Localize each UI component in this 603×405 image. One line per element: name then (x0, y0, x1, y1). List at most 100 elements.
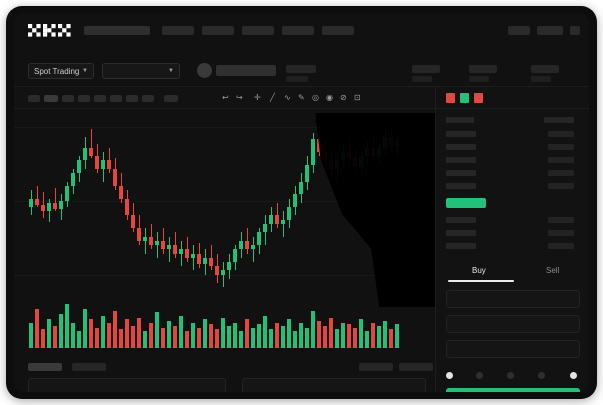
orderbook-bid-row[interactable] (446, 217, 476, 223)
candle-body (53, 202, 57, 210)
wave-icon[interactable]: ∿ (284, 93, 291, 102)
undo-icon[interactable]: ↩ (222, 93, 229, 102)
trash-icon[interactable]: ⊡ (354, 93, 361, 102)
candle-body (173, 245, 177, 254)
percent-dot-75[interactable] (538, 372, 545, 379)
candle-body (137, 228, 141, 241)
orderbook-both-icon[interactable] (446, 93, 455, 103)
orderbook-bid-row[interactable] (446, 230, 476, 236)
timeframe-1h[interactable]: 1H (78, 95, 90, 102)
pair-select[interactable]: ▼ (102, 63, 180, 79)
nav-item-more[interactable] (322, 26, 354, 35)
chevron-down-icon: ▼ (82, 68, 88, 74)
trendline-icon[interactable]: ╱ (270, 93, 275, 102)
candle-wick (54, 187, 56, 212)
candle-body (119, 185, 123, 199)
percent-dot-100[interactable] (570, 372, 577, 379)
volume-bar (245, 319, 249, 348)
orderbook-ask-row[interactable] (446, 157, 476, 163)
orderbook-last-price (446, 198, 486, 208)
volume-bar (287, 319, 291, 348)
nav-item-earn[interactable]: Earn (282, 26, 314, 35)
percent-dot-0[interactable] (446, 372, 453, 379)
tab-order-history[interactable]: Order History (72, 363, 106, 371)
tab-open-orders[interactable]: Open Orders (28, 363, 62, 371)
volume-bar (233, 322, 237, 348)
volume-pane (28, 302, 400, 348)
price-chart[interactable] (14, 109, 435, 356)
tab-sell[interactable]: Sell (546, 266, 560, 275)
order-summary-panel-left[interactable] (28, 378, 226, 392)
volume-bar (239, 331, 243, 348)
timeframe-5m[interactable]: 5m (44, 95, 58, 102)
order-total-input[interactable] (446, 340, 580, 358)
volume-bar (59, 314, 63, 348)
nav-item-trade[interactable]: Trade (202, 26, 234, 35)
timeframe-1d[interactable]: 1D (110, 95, 122, 102)
volume-bar (95, 327, 99, 348)
pencil-icon[interactable]: ✎ (298, 93, 305, 102)
nav-search-box[interactable]: Buy Crypto (84, 26, 150, 35)
chart-gridline (14, 275, 435, 276)
submit-buy-button[interactable] (446, 388, 580, 392)
lock-icon[interactable]: ⊘ (340, 93, 347, 102)
candle-body (269, 215, 273, 224)
okx-logo[interactable] (28, 23, 74, 37)
candle-wick (180, 240, 182, 267)
tab-buy[interactable]: Buy (472, 266, 486, 275)
tab-settings[interactable]: Settings (399, 363, 433, 371)
volume-bar (113, 310, 117, 348)
indicators-button[interactable] (164, 95, 178, 102)
volume-bar (365, 331, 369, 348)
chart-type-toggle[interactable] (142, 95, 154, 102)
trading-mode-select[interactable]: Spot Trading ▼ (28, 63, 94, 79)
volume-bar (341, 322, 345, 348)
percent-slider[interactable] (446, 372, 580, 382)
nav-item-markets[interactable]: Markets (162, 26, 194, 35)
order-amount-input[interactable] (446, 315, 580, 333)
orderbook-ask-row[interactable] (446, 131, 476, 137)
volume-bar (125, 319, 129, 348)
timeframe-1m[interactable]: 1m (28, 95, 40, 102)
timeframe-more[interactable] (126, 95, 138, 102)
candle-body (101, 160, 105, 169)
tab-hide-other-pairs[interactable]: Hide Other Pairs (359, 363, 393, 371)
candle-body (143, 236, 147, 241)
cursor-icon[interactable]: ✛ (254, 93, 261, 102)
volume-bar (395, 324, 399, 348)
candle-body (167, 245, 171, 250)
volume-bar (227, 326, 231, 348)
candle-wick (192, 245, 194, 271)
redo-icon[interactable]: ↪ (236, 93, 243, 102)
nav-item-derivatives[interactable]: Derivatives (242, 26, 274, 35)
volume-bar (143, 331, 147, 348)
chart-gridline (14, 201, 435, 202)
candle-body (251, 245, 255, 250)
timeframe-4h[interactable]: 4H (94, 95, 106, 102)
candle-wick (144, 228, 146, 254)
candle-body (179, 249, 183, 254)
nav-wallet-icon[interactable]: Wallet (570, 26, 580, 35)
timeframe-15m[interactable]: 15m (62, 95, 74, 102)
nav-login-button[interactable]: Log in (508, 26, 530, 35)
orderbook-ask-row[interactable] (446, 144, 476, 150)
candle-body (209, 257, 213, 267)
order-summary-panel-right[interactable] (242, 378, 426, 392)
percent-dot-25[interactable] (476, 372, 483, 379)
orderbook-ask-row[interactable] (446, 183, 476, 189)
candle-wick (36, 185, 38, 207)
order-price-input[interactable] (446, 290, 580, 308)
magnet-icon[interactable]: ◎ (312, 93, 319, 102)
orderbook-bid-row[interactable] (446, 243, 476, 249)
orderbook-bid-total (548, 243, 574, 249)
percent-dot-50[interactable] (507, 372, 514, 379)
orderbook-asks-icon[interactable] (460, 93, 469, 103)
volume-bar (119, 329, 123, 348)
eye-icon[interactable]: ◉ (326, 93, 333, 102)
orderbook-bids-icon[interactable] (474, 93, 483, 103)
nav-signup-button[interactable]: Sign up (537, 26, 563, 35)
volume-bar (29, 322, 33, 348)
orderbook-ask-row[interactable] (446, 170, 476, 176)
candle-body (41, 204, 45, 212)
